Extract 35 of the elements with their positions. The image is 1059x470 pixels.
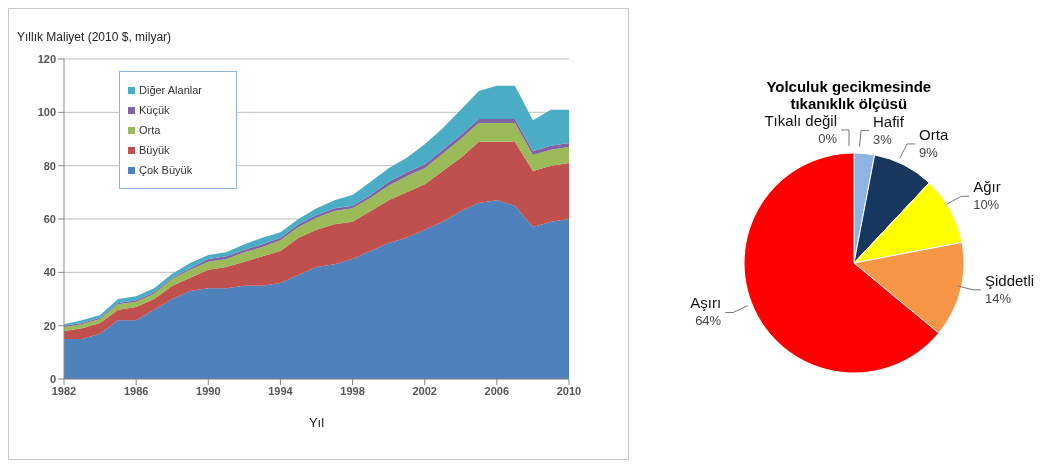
y-tick-label: 0 [49, 372, 56, 385]
x-axis-title: Yıl [308, 415, 325, 430]
x-tick-label: 2002 [412, 384, 437, 397]
x-tick-label: 1998 [340, 384, 365, 397]
y-tick-label: 80 [43, 159, 56, 172]
data-label: 3% [872, 131, 893, 147]
data-label: 10% [972, 197, 1000, 213]
x-tick-label: 1990 [196, 384, 221, 397]
legend-label: Büyük [138, 144, 171, 156]
legend-label: Orta [138, 124, 162, 136]
data-label: 9% [918, 144, 939, 160]
data-label: 14% [984, 290, 1012, 306]
x-tick-label: 1994 [268, 384, 294, 397]
x-tick-label: 1986 [123, 384, 149, 397]
y-axis-title: Yıllık Maliyet (2010 $, milyar) [17, 30, 172, 44]
chart-title: Yolculuk gecikmesinde tıkanıklık ölçüsü [765, 78, 933, 112]
x-tick-label: 2006 [484, 384, 510, 397]
x-tick-label: 1982 [51, 384, 77, 397]
x-tick-label: 2010 [556, 384, 582, 397]
legend-label: Diğer Alanlar [138, 84, 203, 96]
y-tick-label: 60 [43, 212, 56, 225]
legend-label: Küçük [138, 104, 171, 116]
legend-label: Çok Büyük [138, 164, 194, 176]
y-tick-label: 20 [43, 319, 56, 332]
category-label: Tıkalı değil [764, 112, 837, 129]
text: 0% [817, 131, 837, 146]
data-label: 64% [694, 313, 722, 329]
y-tick-label: 100 [37, 106, 56, 119]
slice-label: Ağır [972, 178, 1001, 196]
slice-label: Hafif [872, 112, 905, 130]
y-tick-label: 40 [43, 266, 56, 279]
y-tick-label: 120 [37, 52, 56, 65]
slice-label: Şiddetli [984, 271, 1034, 289]
slice-label: Orta [918, 125, 949, 143]
slice-label: Aşırı [690, 294, 721, 312]
